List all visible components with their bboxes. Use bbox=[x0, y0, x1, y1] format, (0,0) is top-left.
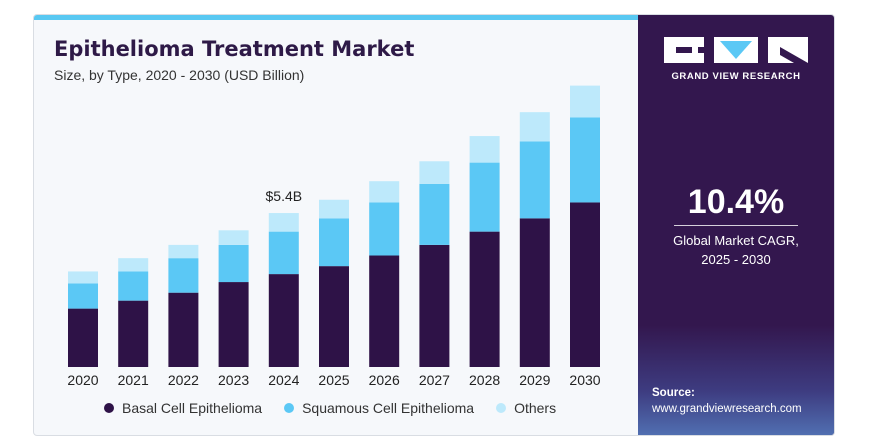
chart-legend: Basal Cell Epithelioma Squamous Cell Epi… bbox=[104, 400, 556, 416]
bar-2025-series-1 bbox=[319, 218, 349, 267]
bar-2028-series-1 bbox=[469, 162, 500, 232]
x-tick-label-2026: 2026 bbox=[369, 372, 400, 388]
source-label: Source: bbox=[652, 387, 695, 399]
bar-2022-series-1 bbox=[168, 258, 199, 293]
bar-2024-series-2 bbox=[268, 213, 299, 232]
bar-2025-series-0 bbox=[319, 266, 349, 367]
bar-2020-series-1 bbox=[68, 283, 98, 309]
bar-2025-series-2 bbox=[319, 199, 349, 219]
x-tick-label-2028: 2028 bbox=[469, 372, 500, 388]
x-tick-label-2022: 2022 bbox=[168, 372, 199, 388]
chart-title: Epithelioma Treatment Market bbox=[54, 37, 415, 61]
bar-2021-series-0 bbox=[118, 300, 149, 367]
data-label-2024: $5.4B bbox=[266, 188, 303, 204]
bar-2030-series-2 bbox=[570, 85, 600, 118]
x-tick-label-2027: 2027 bbox=[419, 372, 450, 388]
bar-chart: 2020 2021 2022 2023 2024 $5.4B 2025 2026 2027 202… bbox=[67, 85, 601, 388]
legend-item-basal: Basal Cell Epithelioma bbox=[104, 400, 262, 416]
x-tick-label-2029: 2029 bbox=[519, 372, 550, 388]
x-tick-label-2023: 2023 bbox=[218, 372, 249, 388]
x-tick-label-2025: 2025 bbox=[318, 372, 349, 388]
bar-2021-series-2 bbox=[118, 258, 149, 272]
bar-2026-series-0 bbox=[369, 255, 400, 367]
cagr-divider bbox=[674, 225, 798, 226]
bar-2029-series-2 bbox=[519, 112, 550, 142]
bar-2024-series-1 bbox=[268, 231, 299, 275]
legend-swatch-basal bbox=[104, 403, 114, 413]
bar-2026-series-1 bbox=[369, 202, 400, 256]
bar-2020-series-0 bbox=[68, 308, 98, 367]
legend-label-others: Others bbox=[514, 400, 557, 416]
panel-glow bbox=[638, 325, 834, 435]
bar-2021-series-1 bbox=[118, 271, 149, 301]
chart-card: Epithelioma Treatment Market Size, by Ty… bbox=[33, 14, 835, 436]
legend-swatch-others bbox=[496, 403, 507, 413]
bar-2028-series-0 bbox=[469, 231, 500, 367]
bar-2023-series-2 bbox=[218, 230, 249, 245]
grand-view-research-logo bbox=[664, 37, 808, 63]
bar-2022-series-2 bbox=[168, 244, 199, 259]
bar-2030-series-1 bbox=[570, 117, 600, 203]
legend-swatch-squamous bbox=[284, 403, 295, 413]
legend-item-squamous: Squamous Cell Epithelioma bbox=[284, 400, 474, 416]
x-tick-label-2021: 2021 bbox=[118, 372, 149, 388]
cagr-label-line-1: Global Market CAGR, bbox=[673, 233, 799, 248]
bar-2026-series-2 bbox=[369, 181, 400, 203]
accent-bar bbox=[34, 15, 638, 20]
bar-2024-series-0 bbox=[268, 274, 299, 367]
legend-label-squamous: Squamous Cell Epithelioma bbox=[302, 400, 475, 416]
brand-name: GRAND VIEW RESEARCH bbox=[671, 71, 801, 82]
bar-2030-series-0 bbox=[570, 202, 600, 367]
source-link[interactable]: www.grandviewresearch.com bbox=[652, 403, 802, 415]
x-tick-label-2030: 2030 bbox=[569, 372, 600, 388]
legend-label-basal: Basal Cell Epithelioma bbox=[122, 400, 263, 416]
x-tick-label-2024: 2024 bbox=[268, 372, 299, 388]
cagr-label: Global Market CAGR, 2025 - 2030 bbox=[638, 231, 834, 269]
bar-2027-series-2 bbox=[419, 161, 450, 184]
bar-2027-series-0 bbox=[419, 244, 450, 367]
bar-2022-series-0 bbox=[168, 292, 199, 367]
cagr-label-line-2: 2025 - 2030 bbox=[701, 252, 771, 267]
chart-subtitle: Size, by Type, 2020 - 2030 (USD Billion) bbox=[54, 67, 305, 83]
bar-2020-series-2 bbox=[68, 271, 98, 284]
bar-2029-series-0 bbox=[519, 218, 550, 367]
bar-2029-series-1 bbox=[519, 141, 550, 219]
legend-item-others: Others bbox=[496, 400, 556, 416]
bar-2023-series-1 bbox=[218, 244, 249, 283]
side-panel: GRAND VIEW RESEARCH 10.4% Global Market … bbox=[638, 15, 834, 435]
x-tick-label-2020: 2020 bbox=[67, 372, 98, 388]
bar-2027-series-1 bbox=[419, 183, 450, 245]
cagr-value: 10.4% bbox=[687, 183, 785, 221]
bar-2023-series-0 bbox=[218, 282, 249, 367]
bar-2028-series-2 bbox=[469, 136, 500, 163]
source-note: Source: www.grandviewresearch.com bbox=[652, 385, 802, 417]
